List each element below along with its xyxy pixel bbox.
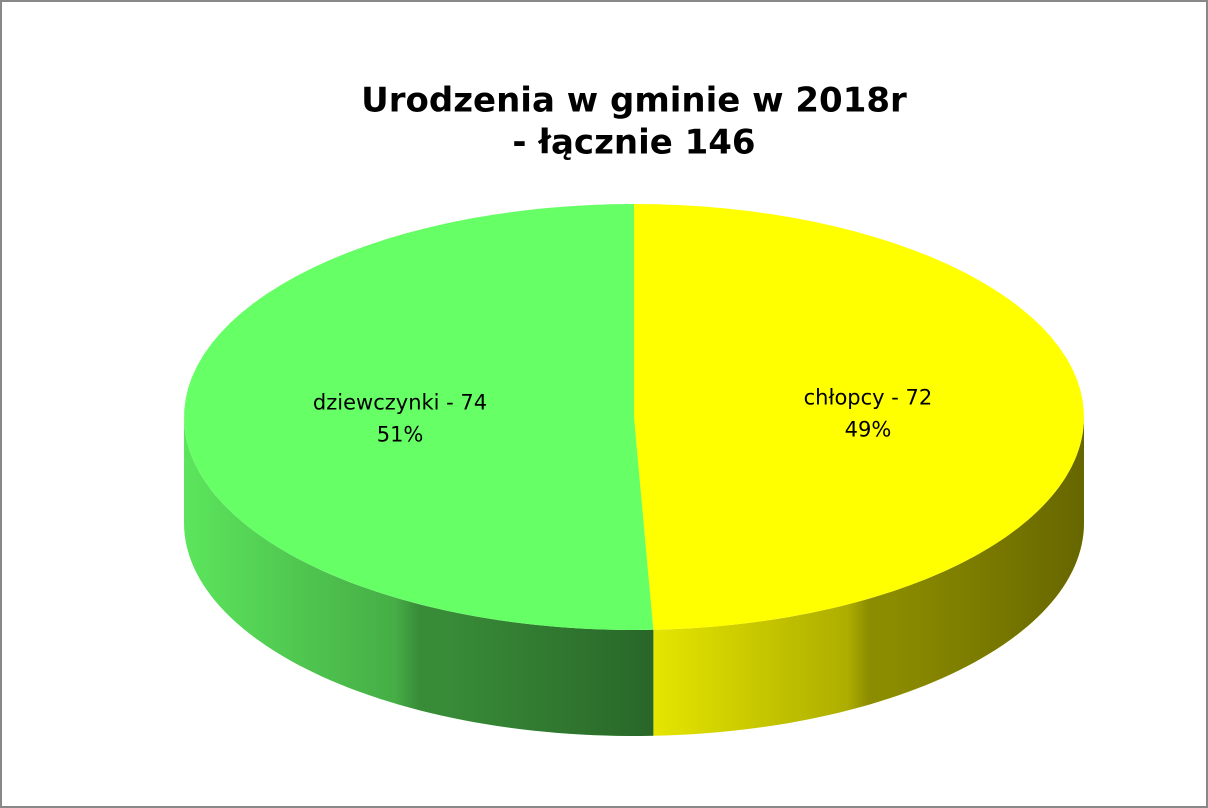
slice-side-shade bbox=[184, 417, 654, 736]
slice bbox=[634, 204, 1084, 630]
chart-title: Urodzenia w gminie w 2018r bbox=[361, 81, 907, 121]
slice bbox=[184, 204, 654, 630]
data-label: 51% bbox=[377, 422, 424, 446]
chart-title: - łącznie 146 bbox=[512, 123, 755, 163]
data-label: 49% bbox=[845, 418, 892, 442]
data-label: chłopcy - 72 bbox=[804, 386, 933, 410]
data-label: dziewczynki - 74 bbox=[313, 390, 487, 414]
slice-side-shade bbox=[653, 417, 1084, 736]
